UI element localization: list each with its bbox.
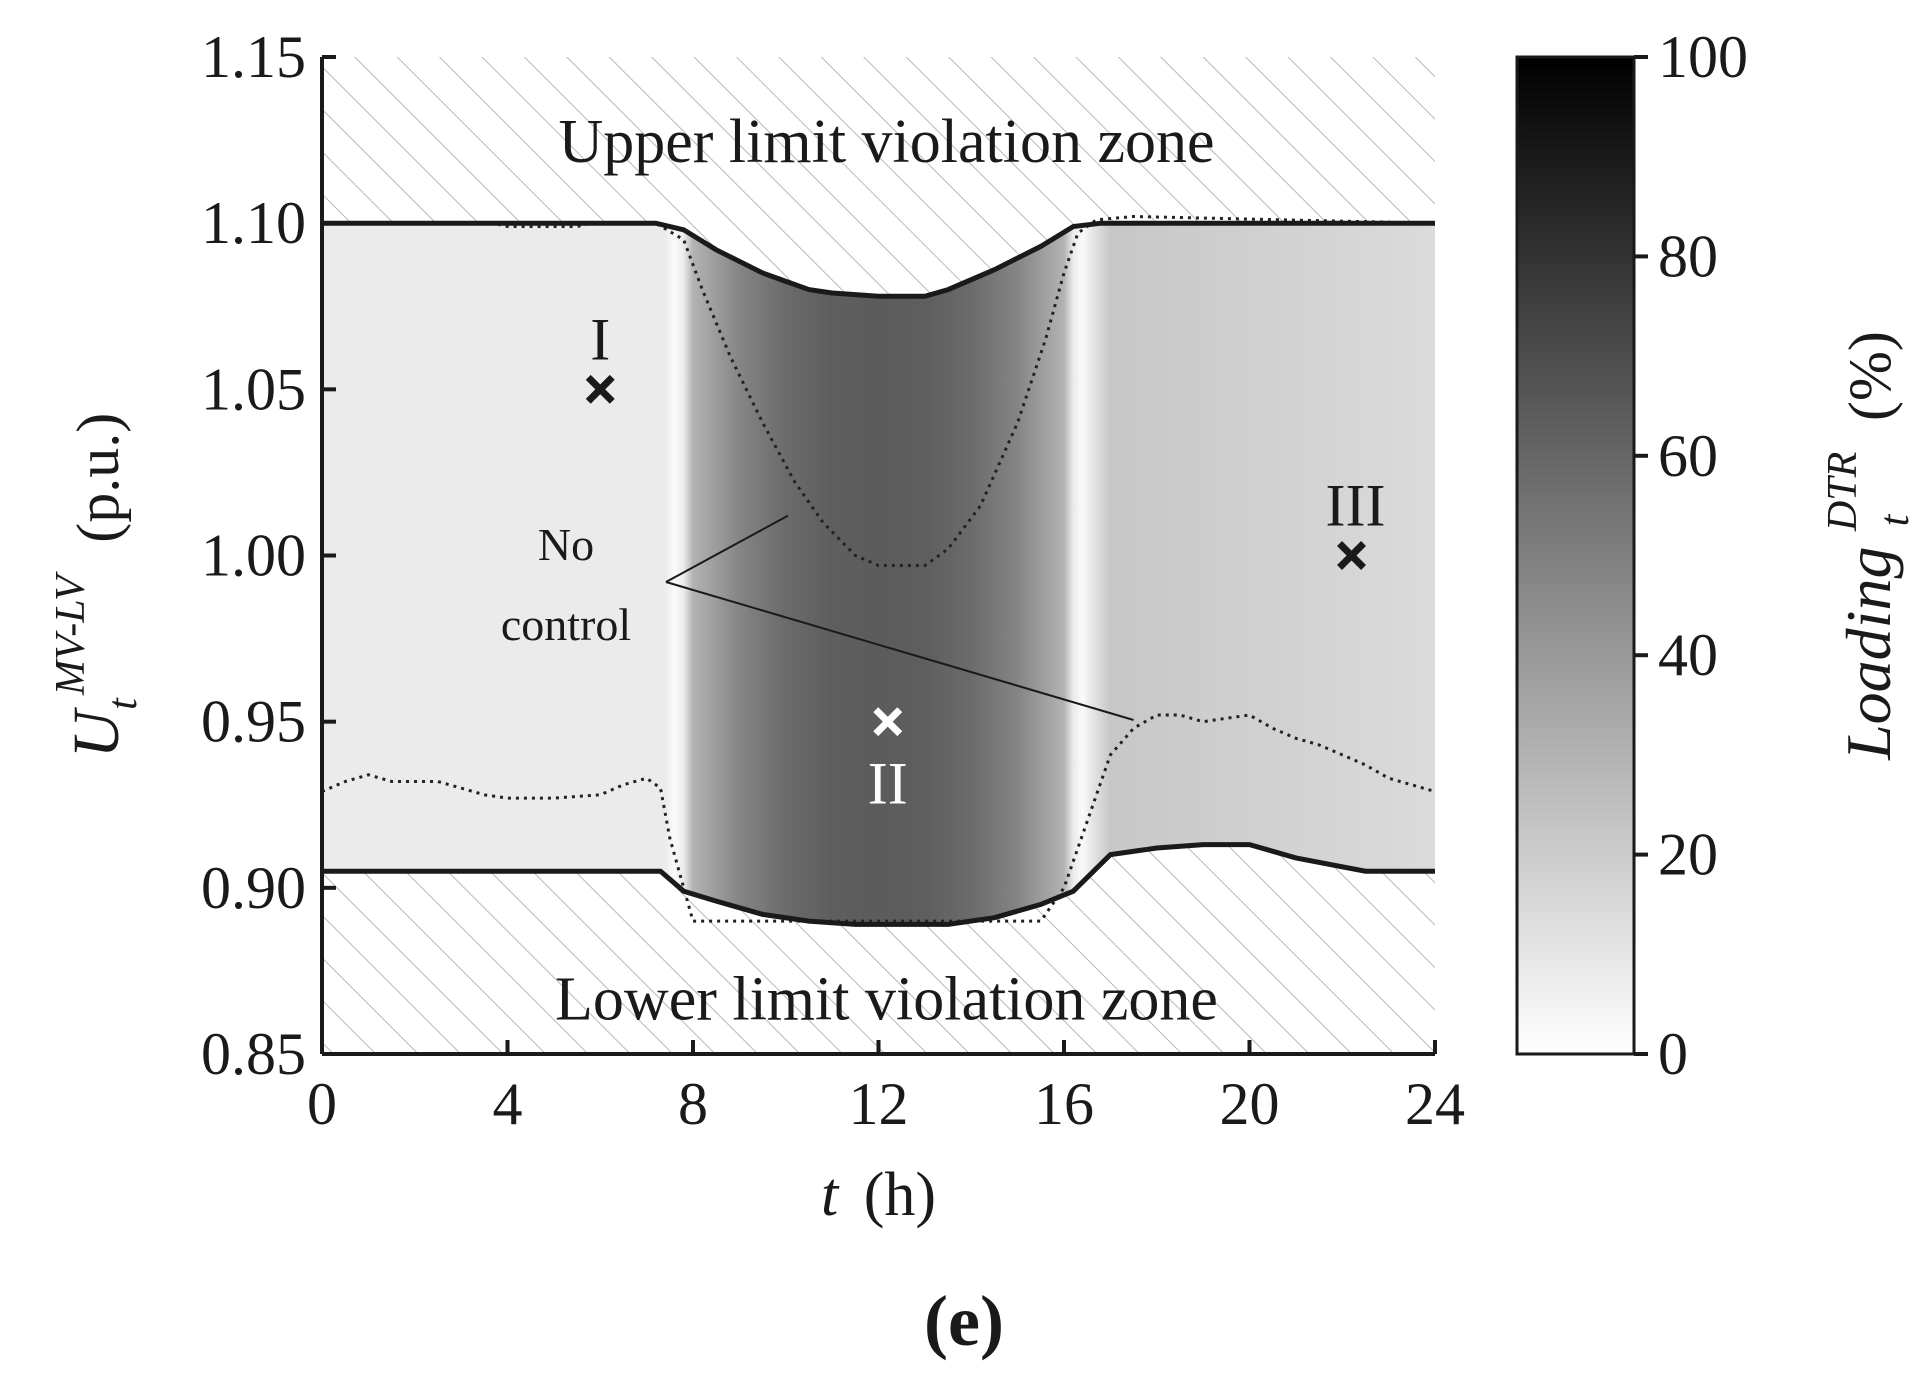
feasible-loading-band	[322, 223, 1435, 925]
lower-limit-line	[322, 842, 1435, 927]
colorbar-tick-label: 40	[1658, 622, 1718, 688]
colorbar-tick-label: 100	[1658, 24, 1748, 90]
operating-point: I	[585, 306, 615, 404]
y-tick-label: 0.95	[201, 689, 306, 755]
colorbar-tick-label: 60	[1658, 423, 1718, 489]
colorbar-label-main: Loading	[1833, 547, 1904, 761]
point-marker	[585, 374, 615, 404]
svg-text:Loading DTR t: Loading DTR t (%)	[1802, 331, 1922, 761]
point-label: II	[868, 751, 908, 817]
colorbar-label-sup: DTR	[1820, 452, 1866, 532]
x-tick-label: 4	[493, 1071, 523, 1137]
point-label: III	[1326, 473, 1386, 539]
point-marker	[1337, 541, 1367, 570]
point-marker	[873, 707, 903, 737]
upper-zone-label: Upper limit violation zone	[558, 108, 1214, 176]
x-tick-label: 12	[849, 1071, 909, 1137]
x-axis-label-symbol: t	[821, 1161, 840, 1229]
colorbar-tick-label: 0	[1658, 1021, 1688, 1087]
no-control-leader-upper	[665, 514, 789, 583]
colorbar-tick-label: 80	[1658, 223, 1718, 289]
y-tick-label: 1.15	[201, 24, 306, 90]
y-axis-label-unit: (p.u.)	[65, 413, 131, 543]
operating-point: II	[868, 707, 908, 817]
x-tick-label: 0	[307, 1071, 337, 1137]
colorbar-label-unit: (%)	[1837, 331, 1903, 421]
y-tick-label: 0.90	[201, 855, 306, 921]
axes: 0 4 8 12 16 20 24 0.85 0.90 0.95 1.00 1.05 1.10 1.15	[201, 24, 1465, 1137]
figure-caption: (e)	[924, 1281, 1004, 1361]
y-axis-label-symbol: U	[60, 706, 133, 758]
y-axis-label: U MV-LV t (p.u.)	[30, 413, 150, 759]
colorbar-ticks: 0 20 40 60 80 100	[1634, 24, 1748, 1087]
no-control-upper-curve	[322, 214, 1435, 567]
y-tick-label: 1.10	[201, 190, 306, 256]
point-label: I	[590, 306, 610, 372]
x-tick-label: 24	[1405, 1071, 1465, 1137]
colorbar-tick-label: 20	[1658, 822, 1718, 888]
no-control-label-line1: No	[538, 519, 594, 570]
x-axis-label: t (h)	[821, 1161, 936, 1229]
colorbar-label: Loading DTR t (%)	[1802, 331, 1922, 761]
y-tick-label: 0.85	[201, 1021, 306, 1087]
x-tick-label: 8	[678, 1071, 708, 1137]
svg-text:U MV-LV t (p: U MV-LV t (p.u.)	[30, 413, 150, 759]
colorbar-label-sub: t	[1872, 513, 1918, 526]
x-ticks: 0 4 8 12 16 20 24	[307, 1040, 1465, 1137]
x-axis-label-unit: (h)	[864, 1161, 936, 1229]
y-axis-label-sup: MV-LV	[48, 571, 94, 696]
x-tick-label: 16	[1034, 1071, 1094, 1137]
y-ticks: 0.85 0.90 0.95 1.00 1.05 1.10 1.15	[201, 24, 336, 1087]
upper-limit-line	[322, 220, 1435, 299]
no-control-lower-curve	[322, 713, 1435, 923]
y-axis-label-sub: t	[100, 697, 146, 710]
colorbar	[1515, 55, 1636, 1056]
operating-point: III	[1326, 473, 1386, 570]
y-tick-label: 1.00	[201, 523, 306, 589]
lower-zone-label: Lower limit violation zone	[555, 966, 1218, 1034]
x-tick-label: 20	[1220, 1071, 1280, 1137]
y-tick-label: 1.05	[201, 356, 306, 422]
no-control-leader-lower	[665, 581, 1134, 721]
no-control-label-line2: control	[501, 599, 631, 650]
